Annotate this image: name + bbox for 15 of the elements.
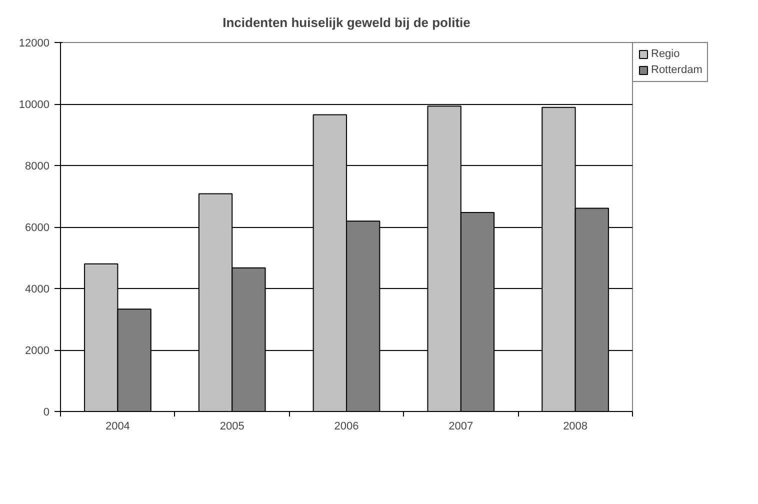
y-tick-label: 6000 — [25, 222, 50, 234]
y-tick-label: 10000 — [18, 99, 50, 111]
x-tick-label: 2006 — [334, 420, 359, 432]
y-tick-label: 2000 — [25, 345, 50, 357]
x-tick-label: 2005 — [220, 420, 244, 432]
legend-label: Regio — [651, 48, 681, 60]
y-tick-label: 4000 — [25, 284, 50, 296]
y-tick-label: 8000 — [25, 160, 50, 172]
x-tick-label: 2004 — [105, 420, 130, 432]
y-tick-label: 12000 — [18, 38, 50, 50]
x-tick-label: 2008 — [563, 420, 588, 432]
chart-title: Incidenten huiselijk geweld bij de politie — [222, 15, 470, 30]
y-tick-label: 0 — [43, 406, 50, 418]
x-tick-label: 2007 — [448, 420, 474, 432]
legend-label: Rotterdam — [651, 64, 702, 76]
